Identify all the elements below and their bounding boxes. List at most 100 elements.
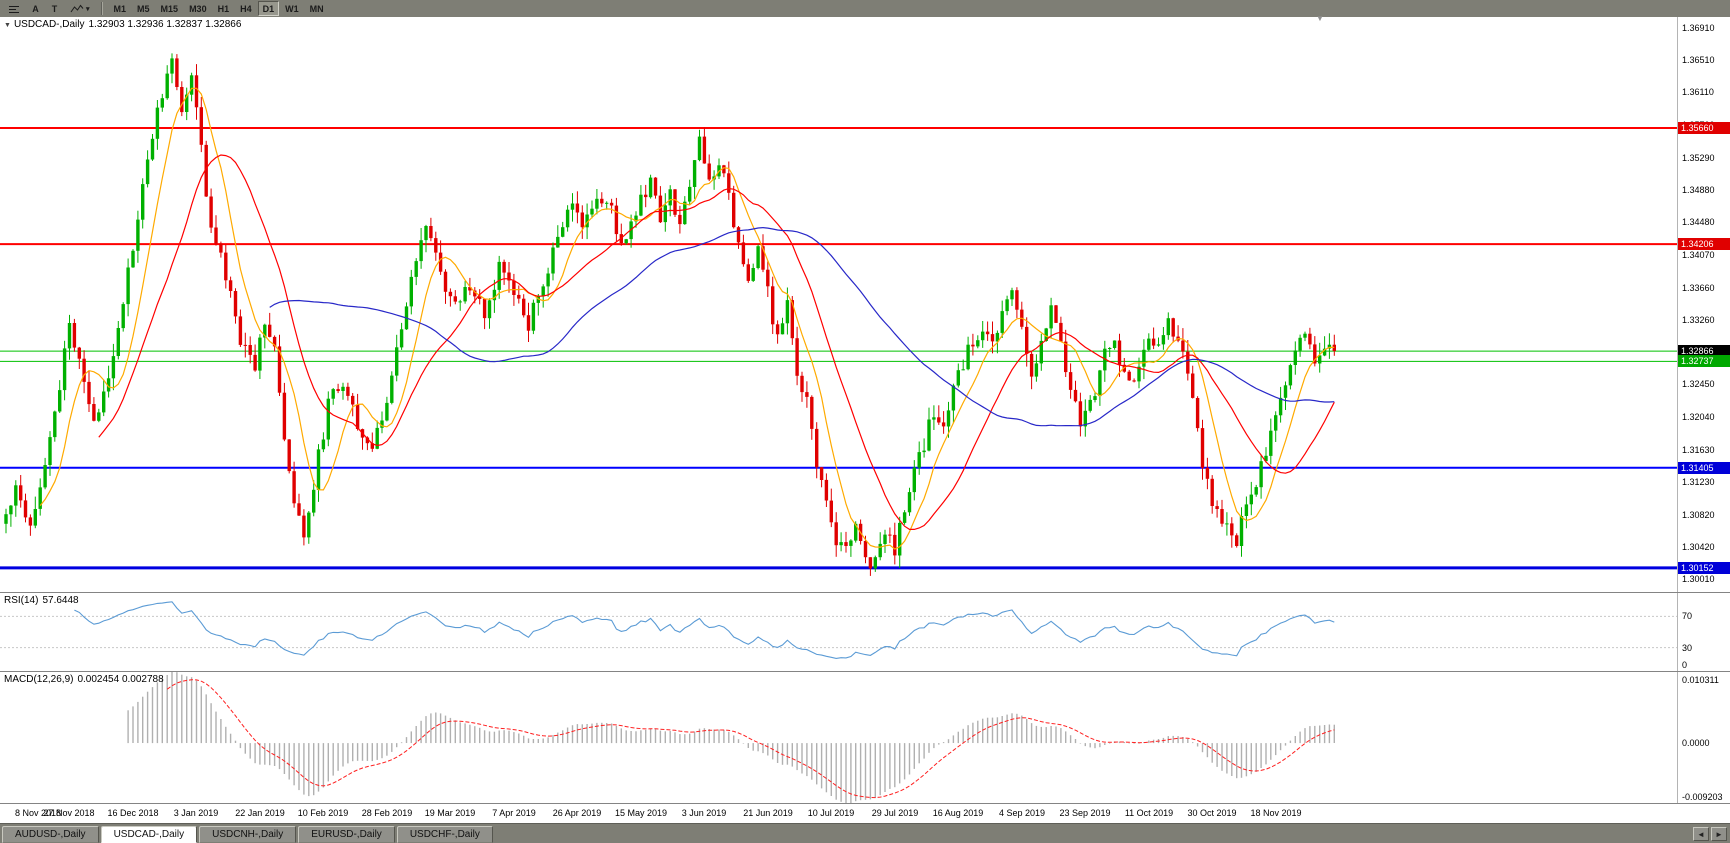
- date-label: 15 May 2019: [614, 808, 668, 818]
- rsi-name: RSI(14): [4, 595, 39, 606]
- candlestick-chart[interactable]: [0, 17, 1677, 592]
- timeframe-group: M1 M5 M15 M30 H1 H4 D1 W1 MN: [109, 1, 329, 16]
- symbol-period-label: USDCAD-,Daily: [13, 19, 85, 30]
- date-label: 19 Mar 2019: [424, 808, 476, 818]
- date-label: 30 Oct 2019: [1187, 808, 1237, 818]
- rsi-chart[interactable]: [0, 593, 1677, 671]
- price-tick: 1.31630: [1682, 444, 1715, 455]
- tab-scroll-right-button[interactable]: ►: [1711, 827, 1727, 841]
- chart-tab-audusd[interactable]: AUDUSD-,Daily: [2, 826, 99, 843]
- toolbar: A T ▾ M1 M5 M15 M30 H1 H4 D1 W1 MN: [0, 0, 1730, 17]
- timeframe-m15-button[interactable]: M15: [160, 3, 179, 14]
- date-label: 11 Oct 2019: [1124, 808, 1174, 818]
- macd-label: MACD(12,26,9) 0.002454 0.002788: [4, 674, 168, 685]
- date-label: 10 Jul 2019: [807, 808, 855, 818]
- rsi-tick: 0: [1682, 660, 1688, 670]
- price-line-tag: 1.32737: [1678, 355, 1730, 368]
- date-label: 18 Nov 2019: [1250, 808, 1302, 818]
- macd-values: 0.002454 0.002788: [77, 674, 164, 685]
- price-line-tag: 1.32866: [1678, 345, 1730, 358]
- timeframe-w1-button[interactable]: W1: [285, 3, 299, 14]
- date-label: 27 Nov 2018: [43, 808, 95, 818]
- macd-axis[interactable]: 0.010311 0.0000 -0.009203: [1677, 672, 1730, 803]
- date-label: 3 Jan 2019: [173, 808, 219, 818]
- price-axis[interactable]: 1.369101.365101.361101.357001.352901.348…: [1677, 17, 1730, 592]
- timeframe-m5-button[interactable]: M5: [137, 3, 150, 14]
- rsi-pane[interactable]: 70 30 0 RSI(14) 57.6448: [0, 593, 1730, 672]
- date-label: 29 Jul 2019: [871, 808, 919, 818]
- price-tick: 1.33260: [1682, 314, 1715, 325]
- rsi-line: [74, 601, 1335, 659]
- price-tick: 1.34480: [1682, 217, 1715, 228]
- rsi-axis[interactable]: 70 30 0: [1677, 593, 1730, 671]
- toolbar-separator: [100, 2, 103, 15]
- chart-tab-usdcad[interactable]: USDCAD-,Daily: [100, 826, 198, 843]
- indicators-button[interactable]: ▾: [65, 1, 95, 16]
- price-tick: 1.30820: [1682, 509, 1715, 520]
- price-line-tag: 1.34206: [1678, 238, 1730, 251]
- price-tick: 1.30010: [1682, 574, 1715, 585]
- date-label: 8 Nov 2018: [14, 808, 62, 818]
- tab-scroll-left-button[interactable]: ◄: [1693, 827, 1709, 841]
- chart-tab-usdchf[interactable]: USDCHF-,Daily: [396, 826, 493, 843]
- date-label: 22 Jan 2019: [235, 808, 285, 818]
- text-tool-button[interactable]: T: [51, 3, 58, 14]
- date-label: 26 Apr 2019: [552, 808, 602, 818]
- charts-list-button[interactable]: [3, 1, 25, 16]
- chevron-down-icon: ▾: [86, 5, 90, 13]
- macd-tick: 0.010311: [1682, 675, 1719, 685]
- macd-name: MACD(12,26,9): [4, 674, 74, 685]
- price-tick: 1.34880: [1682, 185, 1715, 196]
- ma-fast: [39, 87, 1335, 550]
- rsi-label: RSI(14) 57.6448: [4, 595, 83, 606]
- price-tick: 1.30420: [1682, 541, 1715, 552]
- rsi-tick: 30: [1682, 642, 1693, 653]
- price-tick: 1.36910: [1682, 23, 1715, 34]
- date-label: 23 Sep 2019: [1059, 808, 1111, 818]
- ma-mid: [98, 154, 1335, 531]
- price-tick: 1.32450: [1682, 379, 1715, 390]
- macd-chart[interactable]: [0, 672, 1677, 803]
- zigzag-line-icon: [70, 4, 84, 12]
- date-label: 21 Jun 2019: [743, 808, 793, 818]
- price-tick: 1.32040: [1682, 412, 1715, 423]
- timeframe-m1-button[interactable]: M1: [113, 3, 127, 14]
- timeframe-h4-button[interactable]: H4: [240, 3, 252, 14]
- timeframe-h1-button[interactable]: H1: [217, 3, 230, 14]
- date-label: 16 Aug 2019: [932, 808, 984, 818]
- rsi-tick: 70: [1682, 611, 1693, 622]
- price-tick: 1.33660: [1682, 282, 1715, 293]
- price-tick: 1.34070: [1682, 250, 1715, 260]
- rsi-value: 57.6448: [42, 595, 79, 606]
- timeframe-mn-button[interactable]: MN: [309, 3, 324, 14]
- date-label: 10 Feb 2019: [297, 808, 349, 818]
- chart-shift-marker[interactable]: ▼: [1316, 14, 1324, 23]
- price-tick: 1.31230: [1682, 476, 1715, 487]
- price-pane[interactable]: 1.369101.365101.361101.357001.352901.348…: [0, 14, 1730, 593]
- ohlc-values: 1.32903 1.32936 1.32837 1.32866: [88, 19, 242, 30]
- ma-slow: [269, 226, 1335, 427]
- chart-tab-eurusd[interactable]: EURUSD-,Daily: [298, 826, 395, 843]
- timeframe-d1-button[interactable]: D1: [257, 1, 280, 16]
- chart-tab-usdcnh[interactable]: USDCNH-,Daily: [199, 826, 297, 843]
- date-label: 3 Jun 2019: [681, 808, 727, 818]
- macd-tick: 0.0000: [1682, 738, 1710, 749]
- chart-tabs: AUDUSD-,Daily USDCAD-,Daily USDCNH-,Daily E…: [2, 826, 495, 843]
- timeframe-m30-button[interactable]: M30: [189, 3, 207, 14]
- date-label: 16 Dec 2018: [107, 808, 159, 818]
- price-tick: 1.36510: [1682, 55, 1715, 66]
- bar-chart-icon: [9, 5, 19, 13]
- ohlc-toggle-icon[interactable]: ▼: [4, 22, 11, 29]
- macd-signal-line: [166, 679, 1335, 799]
- date-label: 28 Feb 2019: [361, 808, 413, 818]
- time-axis[interactable]: 8 Nov 2018 27 Nov 2018 16 Dec 2018 3 Jan 20…: [0, 804, 1730, 824]
- price-line-tag: 1.35660: [1678, 122, 1730, 134]
- price-tick: 1.35290: [1682, 152, 1715, 163]
- macd-tick: -0.009203: [1682, 792, 1723, 802]
- chart-tab-bar: AUDUSD-,Daily USDCAD-,Daily USDCNH-,Daily E…: [0, 824, 1730, 843]
- cursor-tool-button[interactable]: A: [32, 3, 39, 14]
- date-label: 4 Sep 2019: [998, 808, 1046, 818]
- price-line-tag: 1.31405: [1678, 461, 1730, 474]
- macd-pane[interactable]: 0.010311 0.0000 -0.009203 MACD(12,26,9) 0.0…: [0, 672, 1730, 804]
